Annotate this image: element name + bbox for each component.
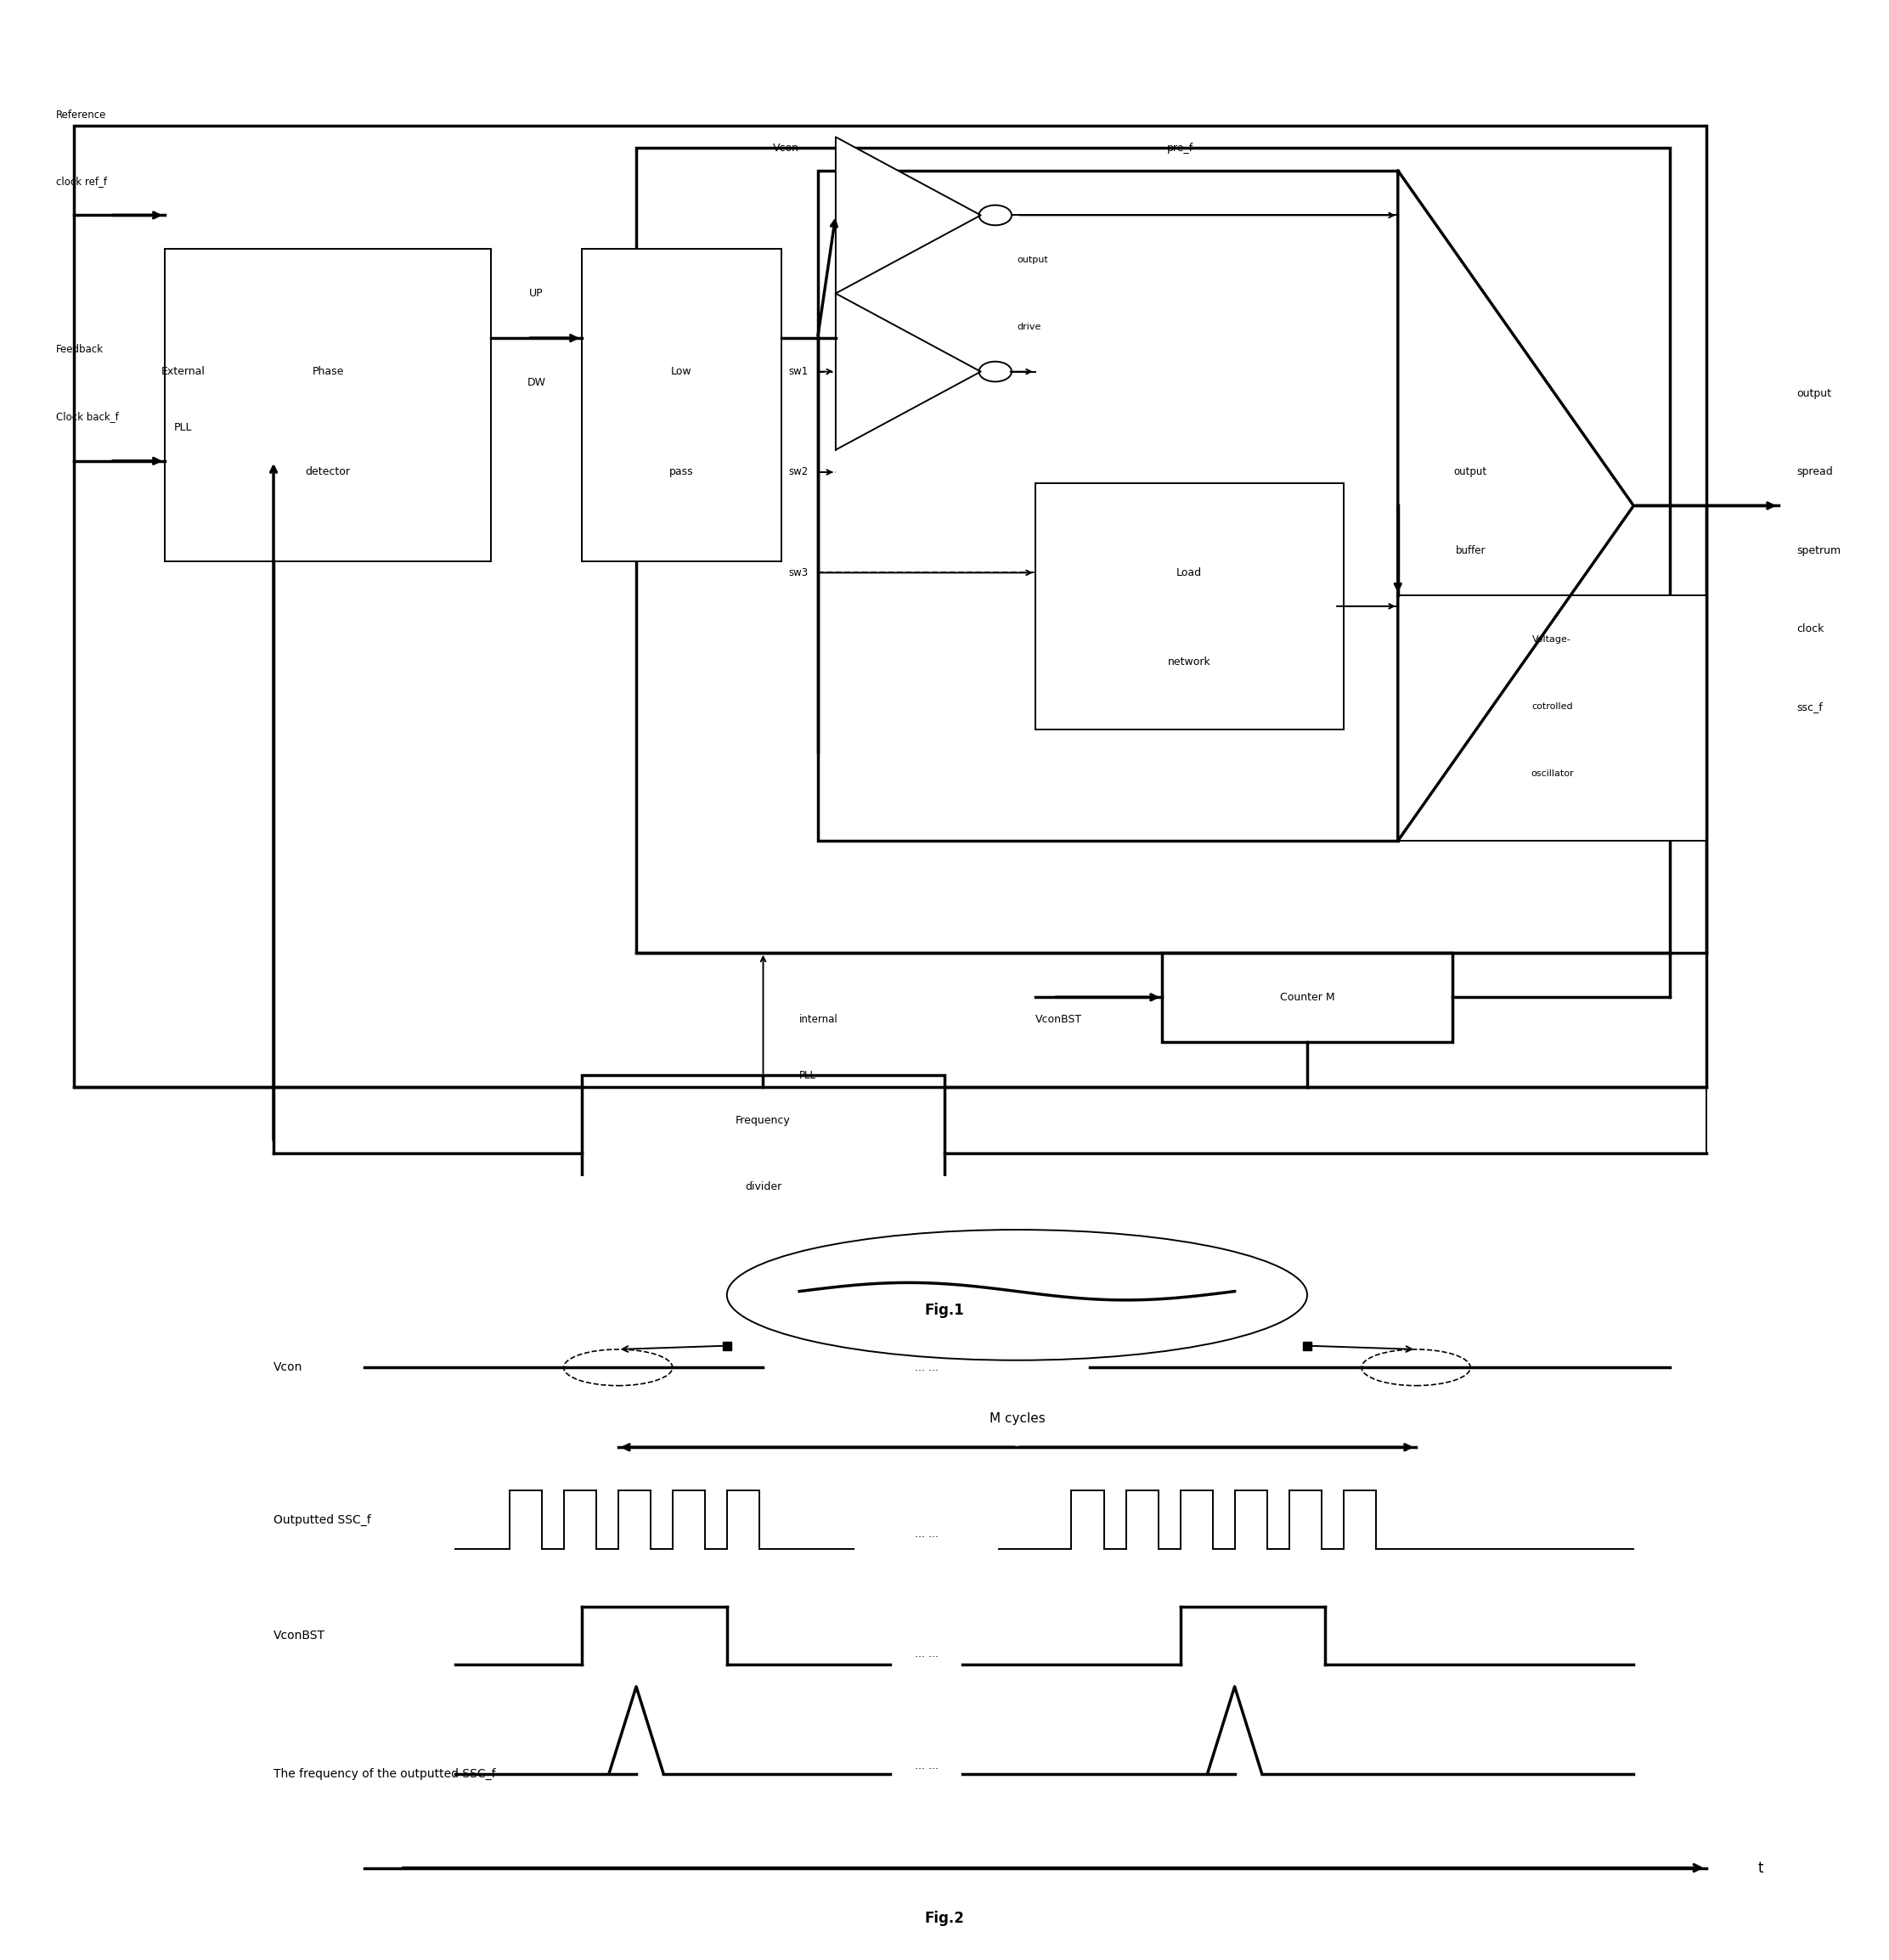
Text: Clock back_f: Clock back_f [57,412,119,421]
Text: Low: Low [671,367,691,376]
Text: clock ref_f: clock ref_f [57,176,108,188]
Text: Fig.1: Fig.1 [924,1303,965,1317]
Text: spetrum: spetrum [1796,545,1842,557]
Bar [74,125,1706,1086]
Text: Vcon: Vcon [274,1362,302,1374]
Text: Fig.2: Fig.2 [924,1911,965,1927]
Text: VconBST: VconBST [274,1631,325,1642]
Bar [1398,596,1706,841]
Text: Phase: Phase [312,367,344,376]
Bar [582,249,782,563]
Text: sw2: sw2 [790,466,808,478]
Text: detector: detector [306,466,351,478]
Text: PLL: PLL [799,1070,816,1082]
Text: UP: UP [529,288,544,300]
Text: output: output [1455,466,1487,478]
Text: ... ...: ... ... [914,1648,939,1660]
Text: t: t [1759,1860,1762,1876]
Polygon shape [835,294,980,451]
Text: The frequency of the outputted SSC_f: The frequency of the outputted SSC_f [274,1768,495,1780]
Polygon shape [1398,171,1634,841]
Text: divider: divider [744,1182,782,1194]
Text: Vcon: Vcon [773,143,799,153]
Text: M cycles: M cycles [990,1411,1045,1425]
Text: buffer: buffer [1455,545,1485,557]
Text: pre_f: pre_f [1167,143,1194,153]
Text: ... ...: ... ... [914,1760,939,1772]
Text: pass: pass [669,466,693,478]
Text: ... ...: ... ... [914,1362,939,1374]
Bar [1162,953,1453,1043]
Text: Frequency: Frequency [735,1115,791,1125]
Bar [637,149,1670,953]
Text: network: network [1167,657,1211,668]
Text: Feedback: Feedback [57,343,104,355]
Text: oscillator: oscillator [1530,770,1574,778]
Polygon shape [835,137,980,294]
Text: sw3: sw3 [790,566,808,578]
Text: PLL: PLL [174,421,193,433]
Text: cotrolled: cotrolled [1532,702,1574,711]
Text: Reference: Reference [57,110,106,120]
Text: ... ...: ... ... [914,1529,939,1541]
Bar [818,171,1398,841]
Text: spread: spread [1796,466,1832,478]
Text: Load: Load [1177,566,1201,578]
Text: Counter M: Counter M [1279,992,1336,1004]
Text: External: External [161,367,204,376]
Bar [164,249,491,563]
Bar [1035,484,1343,729]
Text: ssc_f: ssc_f [1796,702,1823,711]
Bar [582,1076,944,1233]
Text: Voltage-: Voltage- [1532,635,1572,645]
Text: Outputted SSC_f: Outputted SSC_f [274,1513,370,1525]
Text: output: output [1016,255,1048,265]
Text: DW: DW [527,376,546,388]
Text: internal: internal [799,1013,839,1025]
Text: clock: clock [1796,623,1825,635]
Text: drive: drive [1016,323,1041,331]
Text: output: output [1796,388,1832,400]
Text: sw1: sw1 [790,367,808,376]
Text: VconBST: VconBST [1035,1013,1082,1025]
